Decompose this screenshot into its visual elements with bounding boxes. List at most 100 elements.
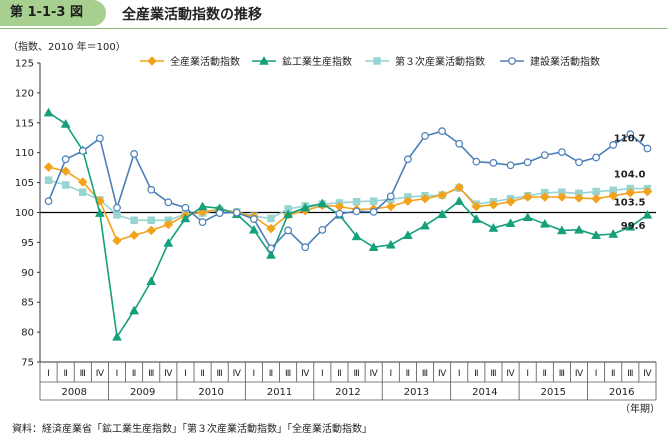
- data-point-circle: [472, 157, 481, 166]
- data-point-circle: [455, 139, 464, 148]
- data-point-square: [369, 197, 378, 205]
- figure-header: 第 1-1-3 図 全産業活動指数の推移: [0, 0, 667, 30]
- data-point-diamond: [77, 177, 88, 187]
- data-point-triangle: [471, 214, 482, 223]
- x-quarter-label: Ⅲ: [285, 369, 291, 379]
- data-point-diamond: [642, 186, 653, 197]
- legend-marker-square: [373, 57, 381, 65]
- x-quarter-label: Ⅳ: [301, 369, 310, 379]
- x-year-label: 2014: [472, 387, 497, 398]
- data-point-triangle: [385, 239, 396, 249]
- data-point-diamond: [608, 190, 619, 201]
- x-quarter-label: Ⅲ: [559, 369, 565, 379]
- legend-label: 建設業活動指数: [530, 55, 600, 68]
- x-year-label: 2008: [61, 387, 86, 398]
- legend-marker-diamond: [147, 56, 157, 66]
- x-quarter-label: Ⅰ: [47, 369, 50, 379]
- data-point-square: [267, 214, 275, 223]
- x-quarter-label: Ⅳ: [506, 369, 515, 379]
- series-line-circle: [47, 130, 648, 250]
- x-quarter-label: Ⅱ: [337, 369, 341, 379]
- data-point-square: [352, 197, 361, 206]
- data-point-triangle: [197, 201, 208, 211]
- data-point-triangle: [402, 230, 413, 239]
- y-tick-label: 105: [15, 178, 34, 189]
- data-point-circle: [215, 209, 224, 217]
- data-point-triangle: [266, 249, 276, 259]
- x-quarter-label: Ⅳ: [164, 369, 173, 379]
- x-quarter-label: Ⅰ: [184, 369, 187, 379]
- data-point-circle: [130, 149, 139, 158]
- data-point-triangle: [454, 196, 465, 205]
- header-rule: [0, 28, 667, 29]
- x-quarter-label: Ⅳ: [575, 369, 584, 379]
- x-quarter-label: Ⅳ: [643, 369, 652, 379]
- data-point-circle: [318, 225, 327, 234]
- data-point-square: [130, 216, 138, 225]
- data-point-triangle: [146, 276, 157, 286]
- data-point-triangle: [591, 230, 602, 239]
- data-point-circle: [198, 218, 207, 226]
- data-point-circle: [78, 147, 87, 155]
- x-axis-unit-label: （年期）: [620, 402, 660, 415]
- x-quarter-label: Ⅲ: [217, 369, 223, 379]
- data-point-circle: [61, 155, 70, 164]
- data-point-diamond: [505, 196, 516, 207]
- data-point-diamond: [163, 219, 174, 230]
- x-quarter-label: Ⅲ: [80, 369, 86, 379]
- data-point-triangle: [539, 218, 550, 228]
- data-point-circle: [249, 215, 258, 223]
- data-point-circle: [575, 158, 583, 167]
- data-point-triangle: [368, 242, 379, 251]
- data-point-circle: [95, 134, 104, 143]
- x-quarter-label: Ⅰ: [253, 369, 256, 379]
- y-tick-label: 95: [21, 238, 34, 249]
- data-point-diamond: [112, 235, 122, 246]
- series-line-square: [48, 179, 648, 222]
- y-tick-label: 80: [21, 328, 34, 339]
- data-point-triangle: [556, 225, 567, 235]
- x-quarter-label: Ⅲ: [148, 369, 154, 379]
- data-point-triangle: [163, 237, 174, 247]
- data-point-triangle: [300, 202, 311, 212]
- data-point-diamond: [437, 190, 447, 201]
- x-quarter-label: Ⅳ: [233, 369, 242, 379]
- data-point-circle: [284, 226, 293, 235]
- data-point-square: [113, 211, 121, 219]
- y-tick-label: 125: [15, 59, 34, 70]
- x-quarter-label: Ⅳ: [96, 369, 105, 379]
- x-quarter-label: Ⅰ: [321, 369, 324, 379]
- data-point-square: [147, 216, 155, 225]
- x-year-label: 2012: [335, 387, 360, 398]
- data-point-circle: [164, 198, 173, 207]
- x-quarter-label: Ⅲ: [490, 369, 496, 379]
- data-point-triangle: [522, 212, 533, 222]
- data-point-circle: [540, 151, 549, 159]
- x-quarter-label: Ⅱ: [543, 369, 547, 379]
- data-point-diamond: [129, 230, 139, 241]
- data-point-circle: [626, 130, 635, 139]
- x-quarter-label: Ⅰ: [389, 369, 392, 379]
- x-quarter-label: Ⅱ: [611, 369, 615, 379]
- data-point-triangle: [129, 305, 140, 315]
- data-point-triangle: [283, 209, 294, 219]
- y-tick-label: 85: [21, 298, 34, 309]
- data-point-circle: [352, 207, 361, 216]
- legend-marker-circle: [508, 57, 516, 65]
- data-point-diamond: [43, 162, 54, 172]
- end-value-label: 103.5: [614, 198, 646, 209]
- end-value-label: 110.7: [614, 134, 646, 145]
- data-point-triangle: [317, 198, 328, 208]
- x-year-label: 2010: [198, 387, 223, 398]
- x-quarter-label: Ⅱ: [474, 369, 478, 379]
- x-quarter-label: Ⅱ: [269, 369, 273, 379]
- data-point-diamond: [591, 193, 601, 204]
- data-point-circle: [181, 203, 190, 212]
- x-year-label: 2015: [541, 387, 566, 398]
- data-point-triangle: [608, 229, 619, 238]
- y-axis-label: （指数、2010 年＝100）: [8, 40, 126, 53]
- figure-title: 全産業活動指数の推移: [122, 7, 262, 23]
- data-point-circle: [147, 185, 156, 194]
- data-point-triangle: [420, 220, 430, 230]
- x-year-label: 2013: [404, 387, 429, 398]
